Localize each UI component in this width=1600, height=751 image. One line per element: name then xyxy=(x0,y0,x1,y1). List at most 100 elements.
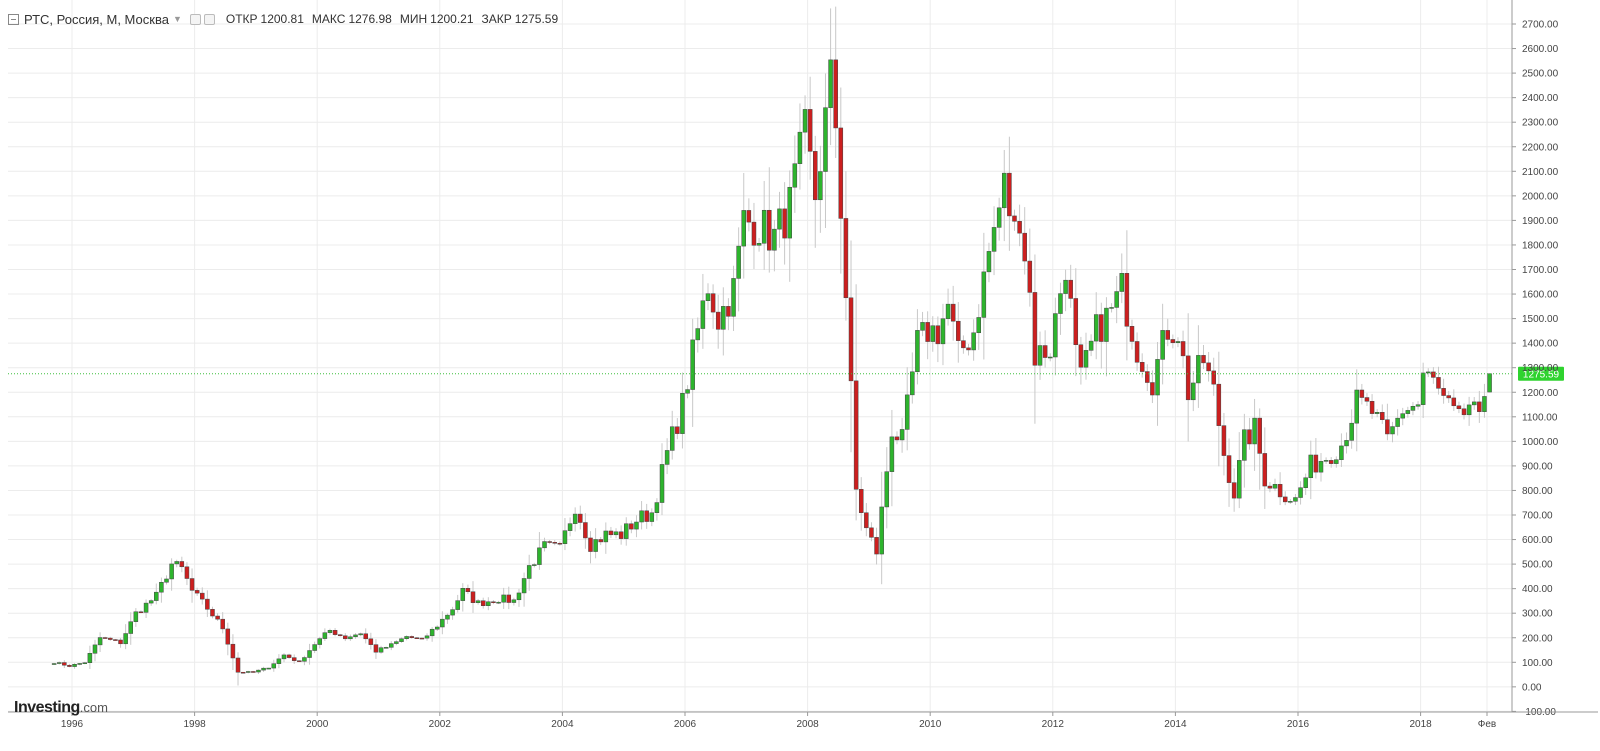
candle-down[interactable] xyxy=(1129,319,1135,350)
candle-up[interactable] xyxy=(1471,397,1477,410)
candle-down[interactable] xyxy=(1359,383,1365,405)
candle-up[interactable] xyxy=(1395,409,1400,436)
candle-up[interactable] xyxy=(1390,421,1395,443)
candle-up[interactable] xyxy=(899,417,905,453)
candle-up[interactable] xyxy=(1374,409,1380,418)
candle-down[interactable] xyxy=(833,6,838,159)
candle-up[interactable] xyxy=(1058,282,1063,335)
candle-up[interactable] xyxy=(889,409,895,507)
candle-down[interactable] xyxy=(813,135,818,248)
candle-up[interactable] xyxy=(1400,407,1405,426)
candle-down[interactable] xyxy=(1165,318,1170,347)
candle-up[interactable] xyxy=(761,180,767,270)
candle-down[interactable] xyxy=(588,531,593,564)
candle-down[interactable] xyxy=(1461,403,1467,420)
candle-up[interactable] xyxy=(731,265,736,332)
candle-down[interactable] xyxy=(240,671,246,674)
candle-down[interactable] xyxy=(715,294,721,349)
candle-down[interactable] xyxy=(1032,254,1038,424)
candle-down[interactable] xyxy=(1313,438,1319,479)
candle-up[interactable] xyxy=(1323,457,1329,464)
candle-up[interactable] xyxy=(51,663,57,665)
chevron-down-icon[interactable]: ▼ xyxy=(172,14,182,24)
candle-down[interactable] xyxy=(1134,332,1140,371)
candle-up[interactable] xyxy=(394,640,399,646)
candle-up[interactable] xyxy=(1037,331,1043,380)
candle-down[interactable] xyxy=(332,628,338,637)
candle-up[interactable] xyxy=(123,624,128,650)
candle-up[interactable] xyxy=(266,667,271,670)
candle-down[interactable] xyxy=(644,503,649,529)
candle-down[interactable] xyxy=(414,636,420,639)
candle-up[interactable] xyxy=(97,632,103,652)
candle-up[interactable] xyxy=(562,517,568,551)
candle-down[interactable] xyxy=(286,653,292,659)
candle-down[interactable] xyxy=(200,587,205,605)
candle-down[interactable] xyxy=(215,613,220,622)
candle-up[interactable] xyxy=(823,73,828,228)
candle-up[interactable] xyxy=(1410,402,1416,416)
candle-up[interactable] xyxy=(828,8,833,146)
candle-down[interactable] xyxy=(1262,427,1268,509)
candle-up[interactable] xyxy=(654,498,660,521)
candle-up[interactable] xyxy=(772,219,777,272)
candle-down[interactable] xyxy=(1221,412,1227,476)
candle-down[interactable] xyxy=(113,638,118,641)
candle-down[interactable] xyxy=(108,636,113,641)
candle-up[interactable] xyxy=(77,662,82,666)
candle-down[interactable] xyxy=(547,539,552,545)
candle-up[interactable] xyxy=(1063,269,1068,312)
candle-up[interactable] xyxy=(521,572,527,607)
candle-up[interactable] xyxy=(353,633,358,639)
candle-up[interactable] xyxy=(971,319,976,361)
candle-down[interactable] xyxy=(465,584,471,595)
candle-up[interactable] xyxy=(1339,433,1344,467)
candle-up[interactable] xyxy=(164,575,169,585)
candle-up[interactable] xyxy=(501,587,506,609)
candle-down[interactable] xyxy=(583,513,588,549)
candle-up[interactable] xyxy=(1109,303,1114,313)
candle-up[interactable] xyxy=(450,606,455,620)
candle-down[interactable] xyxy=(337,633,343,637)
candle-down[interactable] xyxy=(746,198,752,232)
candle-up[interactable] xyxy=(1093,292,1099,360)
candle-up[interactable] xyxy=(1155,342,1160,426)
candle-up[interactable] xyxy=(1318,453,1324,482)
candle-up[interactable] xyxy=(383,646,389,649)
candle-down[interactable] xyxy=(1073,268,1079,377)
candle-down[interactable] xyxy=(1257,408,1262,490)
candle-up[interactable] xyxy=(634,515,639,538)
candle-up[interactable] xyxy=(1344,432,1349,454)
candle-up[interactable] xyxy=(307,643,312,665)
candle-up[interactable] xyxy=(445,613,450,624)
candle-down[interactable] xyxy=(1027,228,1033,307)
candle-up[interactable] xyxy=(1293,493,1298,506)
candle-up[interactable] xyxy=(327,628,333,635)
candle-up[interactable] xyxy=(572,507,578,532)
candle-up[interactable] xyxy=(154,583,159,605)
candle-up[interactable] xyxy=(128,612,133,645)
candle-down[interactable] xyxy=(1211,357,1216,396)
candle-down[interactable] xyxy=(506,586,512,610)
candle-down[interactable] xyxy=(210,606,215,619)
candle-down[interactable] xyxy=(726,298,731,331)
candle-up[interactable] xyxy=(460,583,466,612)
candle-up[interactable] xyxy=(312,641,317,654)
candle-up[interactable] xyxy=(945,288,951,326)
candle-up[interactable] xyxy=(440,611,445,635)
candle-up[interactable] xyxy=(904,367,910,451)
candle-up[interactable] xyxy=(1119,253,1125,304)
candle-down[interactable] xyxy=(205,590,210,617)
candle-up[interactable] xyxy=(1002,149,1007,242)
candle-up[interactable] xyxy=(429,627,435,642)
candle-down[interactable] xyxy=(807,76,813,180)
candle-down[interactable] xyxy=(966,343,971,356)
candle-up[interactable] xyxy=(695,317,701,353)
candle-down[interactable] xyxy=(184,562,190,586)
candle-up[interactable] xyxy=(1298,481,1303,505)
candle-up[interactable] xyxy=(399,637,404,643)
candle-down[interactable] xyxy=(935,316,941,363)
candle-down[interactable] xyxy=(1017,204,1022,247)
candle-down[interactable] xyxy=(751,202,757,269)
candle-up[interactable] xyxy=(818,145,823,233)
